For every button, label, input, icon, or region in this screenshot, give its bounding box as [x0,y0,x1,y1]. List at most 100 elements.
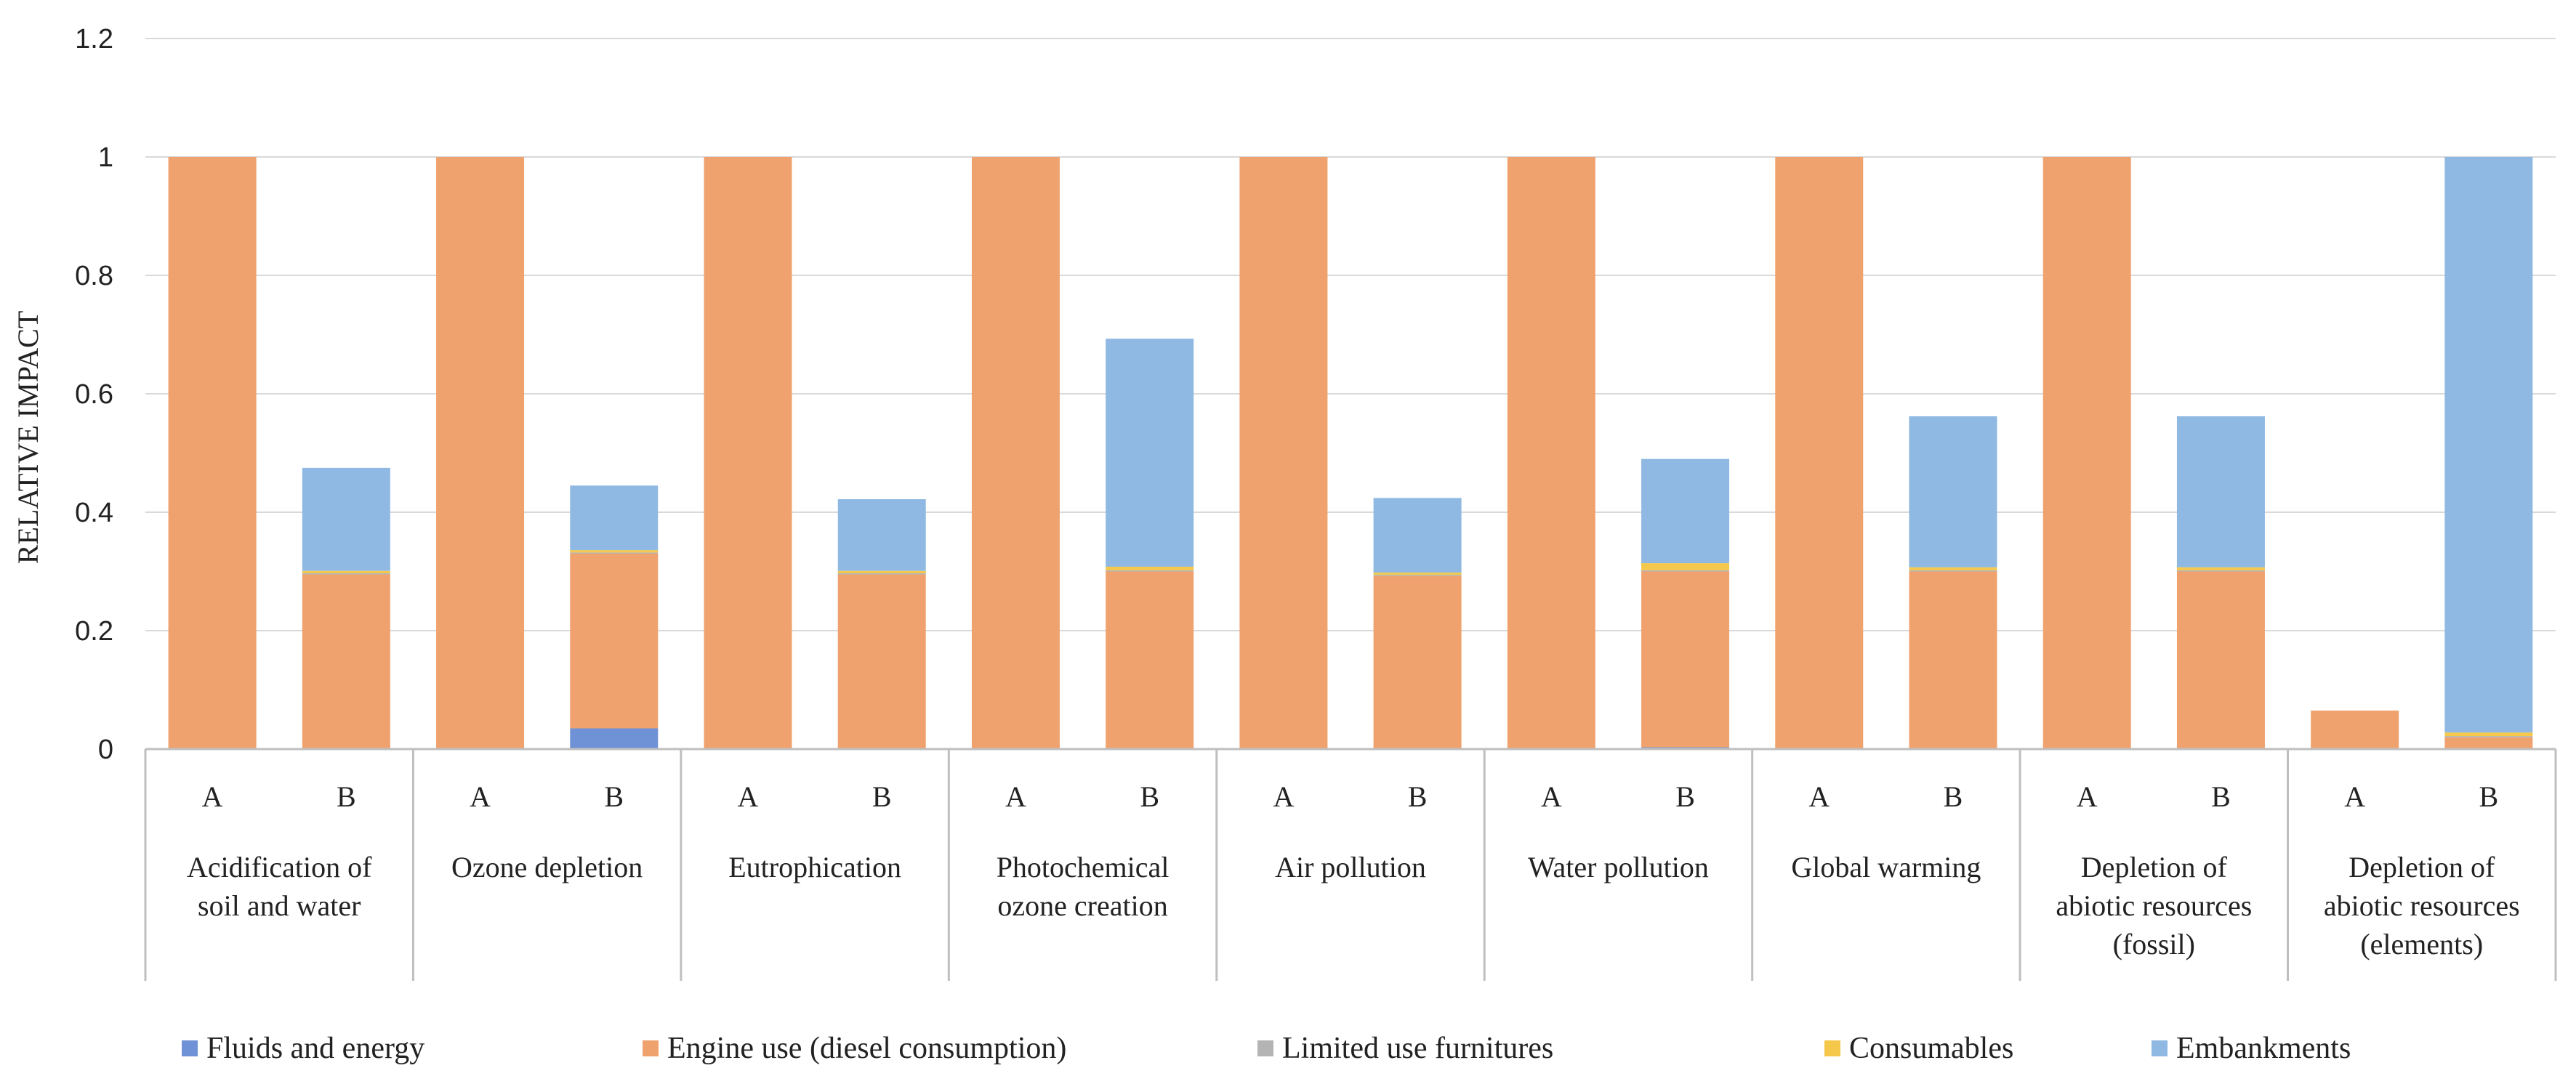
legend-label: Embankments [2176,1032,2351,1065]
category-label: Air pollution [1275,851,1426,883]
y-tick-label: 0.8 [75,261,113,291]
legend-label: Limited use furnitures [1282,1032,1554,1065]
bar-label: B [1408,780,1428,813]
legend-label: Engine use (diesel consumption) [667,1032,1067,1065]
legend-item: Fluids and energy [182,1023,424,1074]
bar-label: B [1140,780,1159,813]
bar-segment [837,570,926,573]
bar-segment [570,485,659,551]
legend-item: Consumables [1824,1023,2013,1074]
bar-segment [1239,157,1328,749]
y-tick-label: 1 [98,142,113,173]
bar-segment [570,552,659,554]
bar-segment [1775,157,1864,749]
bar-label: A [202,780,223,813]
bar-label: B [1675,780,1695,813]
legend-swatch [2152,1040,2168,1056]
bar-segment [302,574,390,749]
bar-segment [2311,711,2399,749]
bar-label: A [1808,780,1830,813]
y-tick-label: 0 [98,735,113,765]
legend-swatch [1257,1040,1273,1056]
category-label: abiotic resources [2056,889,2252,922]
bar-label: A [1541,780,1562,813]
legend-label: Fluids and energy [206,1032,425,1065]
category-label: ozone creation [997,889,1167,922]
bar-label: A [2344,780,2365,813]
bar-label: B [872,780,892,813]
bar-segment [2444,736,2533,737]
bar-segment [302,467,390,571]
legend-label: Consumables [1849,1032,2014,1065]
bar-label: B [2479,780,2499,813]
bar-label: B [337,780,356,813]
y-tick-label: 0.2 [75,616,113,647]
bar-label: B [1944,780,1963,813]
bar-segment [1641,563,1730,570]
bar-segment [837,574,926,749]
bar-segment [2176,567,2265,570]
legend: Fluids and energy Engine use (diesel cons… [0,1023,2576,1074]
bar-segment [2444,157,2533,733]
bar-label: A [470,780,491,813]
category-label: soil and water [198,889,361,922]
x-axis: A B Acidification of soil and water A B Ozone … [144,748,2557,981]
bar-segment [1106,570,1194,572]
y-tick-label: 0.4 [75,498,113,528]
category-label: Eutrophication [728,851,901,883]
bar-segment [971,157,1060,749]
bar-segment [837,573,926,575]
bar-segment [436,157,525,749]
bar-segment [2444,732,2533,737]
bar-label: A [1273,780,1294,813]
category-label: Photochemical [997,851,1170,883]
bar-segment [302,570,390,573]
bar-segment [837,499,926,571]
category-label: Depletion of [2348,851,2495,883]
y-tick-label: 0.6 [75,379,113,410]
bar-segment [1641,571,1730,748]
bar-segment [168,157,257,749]
bar-segment [2176,571,2265,749]
bar-segment [1641,570,1730,572]
bar-segment [1641,458,1730,564]
bar-segment [1909,570,1997,572]
y-axis-ticks: 0 0.2 0.4 0.6 0.8 1 1.2 [75,24,113,765]
bar-segment [1106,571,1194,749]
category-label: (elements) [2360,928,2483,960]
category-label: Global warming [1791,851,1981,883]
bar-segment [1373,576,1462,749]
bar-segment [1909,416,1997,567]
bar-segment [2176,416,2265,567]
bar-label: A [738,780,759,813]
gridlines [145,38,2556,631]
bar-label: A [2077,780,2098,813]
bar-label: B [604,780,624,813]
bar-segment [1373,573,1462,575]
legend-item: Engine use (diesel consumption) [643,1023,1066,1074]
bar-segment [2444,737,2533,749]
bar-label: A [1005,780,1026,813]
bar-segment [1909,571,1997,749]
legend-item: Limited use furnitures [1257,1023,1553,1074]
bar-segment [570,728,659,749]
bar-segment [704,157,792,749]
bars [168,157,2533,749]
legend-swatch [182,1040,198,1056]
bar-segment [1373,575,1462,577]
legend-item: Embankments [2152,1023,2351,1074]
bar-segment [1106,339,1194,567]
bar-segment [2042,157,2131,749]
bar-segment [2176,570,2265,572]
legend-swatch [1824,1040,1840,1056]
bar-segment [1507,157,1595,749]
legend-swatch [643,1040,659,1056]
bar-segment [570,554,659,729]
category-label: (fossil) [2113,928,2195,960]
bar-segment [1106,566,1194,570]
category-label: Depletion of [2081,851,2228,883]
bar-segment [570,550,659,553]
category-label: Acidification of [187,851,372,883]
bar-segment [1909,567,1997,570]
category-label: Water pollution [1528,851,1709,883]
